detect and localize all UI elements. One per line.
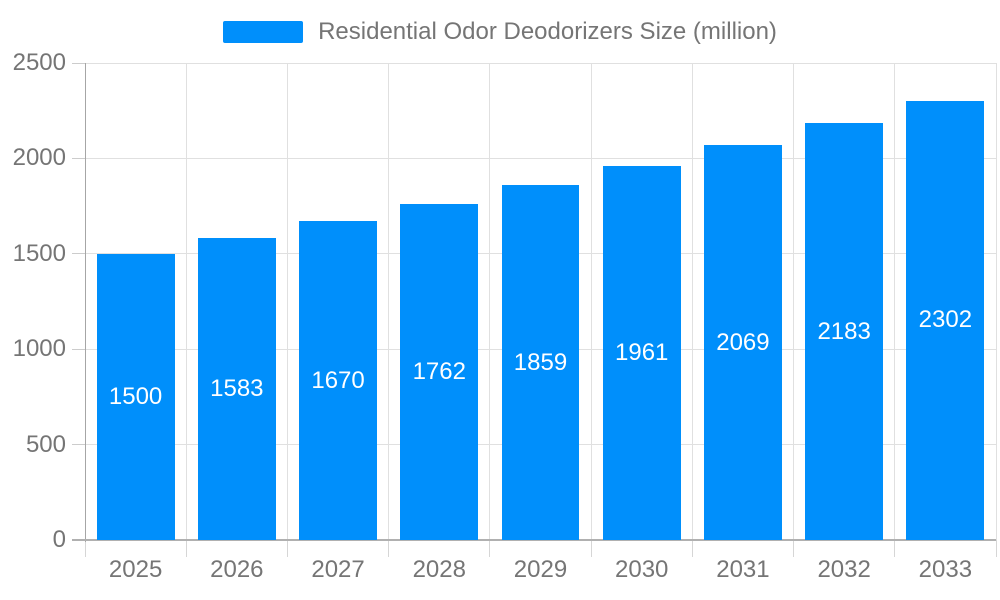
legend-item[interactable]: Residential Odor Deodorizers Size (milli… [0, 18, 1000, 46]
bar[interactable] [400, 203, 479, 540]
bar-value-label: 2069 [716, 328, 770, 356]
bar-value-label: 1583 [210, 374, 264, 402]
bar[interactable] [197, 237, 276, 540]
x-axis-label: 2026 [210, 556, 264, 583]
x-axis-line [72, 539, 996, 541]
gridline-vertical [286, 63, 288, 540]
x-axis-tick [691, 540, 693, 557]
gridline-vertical [388, 63, 390, 540]
x-axis-tick [286, 540, 288, 557]
x-axis-label: 2028 [412, 556, 466, 583]
bar-value-label: 1670 [311, 366, 365, 394]
x-axis-label: 2025 [108, 556, 163, 583]
bar-value-label: 2183 [817, 317, 871, 345]
x-axis-tick [793, 540, 795, 557]
x-axis-label: 2029 [513, 556, 568, 583]
legend-label: Residential Odor Deodorizers Size (milli… [318, 18, 777, 45]
bar[interactable] [602, 165, 681, 540]
gridline-vertical [185, 63, 187, 540]
gridline-vertical [691, 63, 693, 540]
bar[interactable] [299, 221, 378, 540]
x-axis-label: 2032 [817, 556, 871, 583]
y-axis-tick [72, 444, 85, 446]
x-axis-label: 2033 [918, 556, 973, 583]
x-axis-tick [84, 540, 86, 557]
x-axis-label: 2030 [615, 556, 669, 583]
bar-value-label: 1500 [108, 382, 163, 410]
gridline-horizontal [85, 157, 996, 159]
y-axis-label: 0 [52, 526, 66, 553]
bar[interactable] [703, 145, 782, 540]
y-axis-line [85, 63, 86, 542]
bar[interactable] [501, 185, 580, 540]
gridline-vertical [995, 63, 997, 540]
bar-value-label: 1859 [513, 348, 568, 376]
y-axis-tick [72, 62, 85, 64]
gridline-vertical [793, 63, 795, 540]
y-axis-label: 2500 [12, 49, 66, 76]
x-axis-label: 2031 [716, 556, 770, 583]
y-axis-label: 1000 [12, 335, 66, 363]
y-axis-label: 1500 [12, 239, 66, 267]
x-axis-tick [894, 540, 896, 557]
gridline-vertical [590, 63, 592, 540]
y-axis-tick [72, 348, 85, 350]
x-axis-tick [489, 540, 491, 557]
y-axis-label: 500 [25, 430, 66, 458]
gridline-vertical [489, 63, 491, 540]
gridline-vertical [894, 63, 896, 540]
y-axis-tick [72, 253, 85, 255]
bar[interactable] [805, 123, 884, 540]
legend-swatch-icon [223, 21, 304, 43]
bar[interactable] [906, 100, 985, 540]
bar[interactable] [96, 253, 175, 540]
x-axis-label: 2027 [311, 556, 365, 583]
x-axis-tick [185, 540, 187, 557]
x-axis-tick [590, 540, 592, 557]
x-axis-tick [995, 540, 997, 557]
y-axis-label: 2000 [12, 144, 66, 172]
y-axis-tick [72, 157, 85, 159]
gridline-horizontal [85, 62, 996, 64]
bar-value-label: 1961 [615, 338, 669, 366]
bar-value-label: 1762 [412, 357, 466, 385]
x-axis-tick [388, 540, 390, 557]
bar-value-label: 2302 [918, 306, 973, 334]
